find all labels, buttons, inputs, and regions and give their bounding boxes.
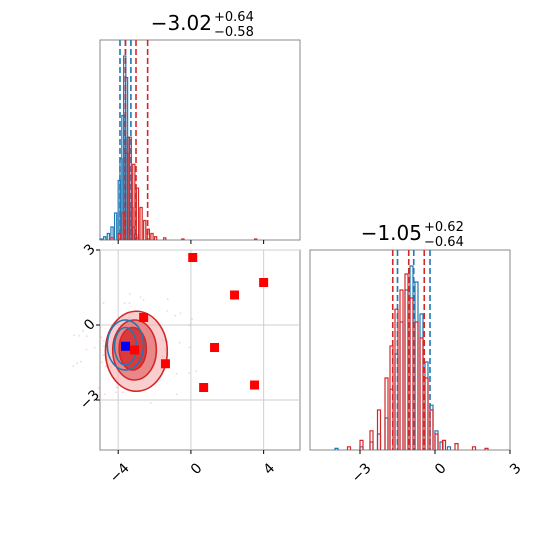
joint-sample-point <box>102 354 105 357</box>
marginal-y-series-0 <box>334 265 452 450</box>
marginal-y-tick-label: −3 <box>349 460 375 486</box>
joint-sample-point <box>99 331 102 334</box>
joint-sample-point <box>175 372 178 375</box>
joint-sample-point <box>178 341 181 344</box>
joint-sample-point <box>104 365 107 368</box>
marginal-y-title-value: −1.05 <box>361 221 422 245</box>
joint-sample-point <box>97 386 100 389</box>
joint-sample-point <box>73 334 76 337</box>
joint-marker <box>188 253 198 262</box>
marginal-y-tick-label: 3 <box>507 460 525 478</box>
joint-marker <box>139 313 149 322</box>
joint-sample-point <box>100 336 103 339</box>
joint-sample-point <box>82 330 84 332</box>
marginal-y-tick-label: 0 <box>432 460 450 478</box>
joint-marker <box>160 359 170 369</box>
joint-y-tick-label: −3 <box>77 387 103 413</box>
marginal-y-title-minus: −0.64 <box>424 235 464 250</box>
marginal-x-title-minus: −0.58 <box>214 25 254 40</box>
joint-sample-point <box>85 335 88 338</box>
joint-sample-point <box>174 314 177 317</box>
joint-sample-point <box>166 309 168 312</box>
joint-sample-point <box>123 302 126 305</box>
joint-marker <box>120 341 130 351</box>
joint-sample-point <box>128 292 131 295</box>
joint-sample-point <box>139 296 142 299</box>
joint-marker <box>210 343 220 352</box>
joint-sample-point <box>149 402 152 404</box>
joint-sample-point <box>190 322 192 325</box>
marginal-y-title-plus: +0.62 <box>424 220 464 235</box>
marginal-y-series-1 <box>346 273 489 450</box>
joint-marker <box>199 383 209 392</box>
joint-x-tick-label: 0 <box>188 460 206 478</box>
marginal-x-frame <box>99 39 301 241</box>
joint-sample-point <box>76 362 79 365</box>
joint-sample-point <box>188 372 190 374</box>
joint-contour-3 <box>106 319 145 371</box>
joint-marker <box>230 290 240 300</box>
joint-sample-point <box>142 299 145 301</box>
joint-x-tick-label: 4 <box>261 460 279 478</box>
marginal-x-title-value: −3.02 <box>151 11 212 35</box>
joint-marker <box>259 278 269 287</box>
joint-sample-point <box>122 391 125 394</box>
joint-sample-point <box>115 391 117 394</box>
joint-sample-point <box>85 348 88 351</box>
joint-sample-point <box>103 393 106 396</box>
joint-sample-point <box>78 334 81 337</box>
joint-x-tick-label: −4 <box>107 460 133 486</box>
marginal-x-series-1 <box>110 136 258 240</box>
joint-sample-point <box>188 324 191 327</box>
joint-y-tick-label: 3 <box>81 241 99 259</box>
joint-sample-point <box>179 312 182 315</box>
joint-sample-point <box>195 370 198 373</box>
joint-sample-point <box>102 302 105 304</box>
joint-sample-point <box>115 386 118 389</box>
joint-sample-point <box>79 360 82 363</box>
joint-sample-point <box>100 361 103 364</box>
joint-sample-point <box>102 339 105 342</box>
joint-sample-point <box>191 318 193 320</box>
marginal-x-title-plus: +0.64 <box>214 10 254 25</box>
joint-sample-point <box>72 365 75 368</box>
joint-marker <box>250 380 260 390</box>
joint-marker <box>130 345 140 355</box>
joint-sample-point <box>93 346 96 349</box>
joint-sample-point <box>166 298 169 301</box>
joint-sample-point <box>188 346 191 349</box>
joint-sample-point <box>103 345 105 347</box>
joint-sample-point <box>176 393 178 396</box>
joint-sample-point <box>128 302 131 304</box>
